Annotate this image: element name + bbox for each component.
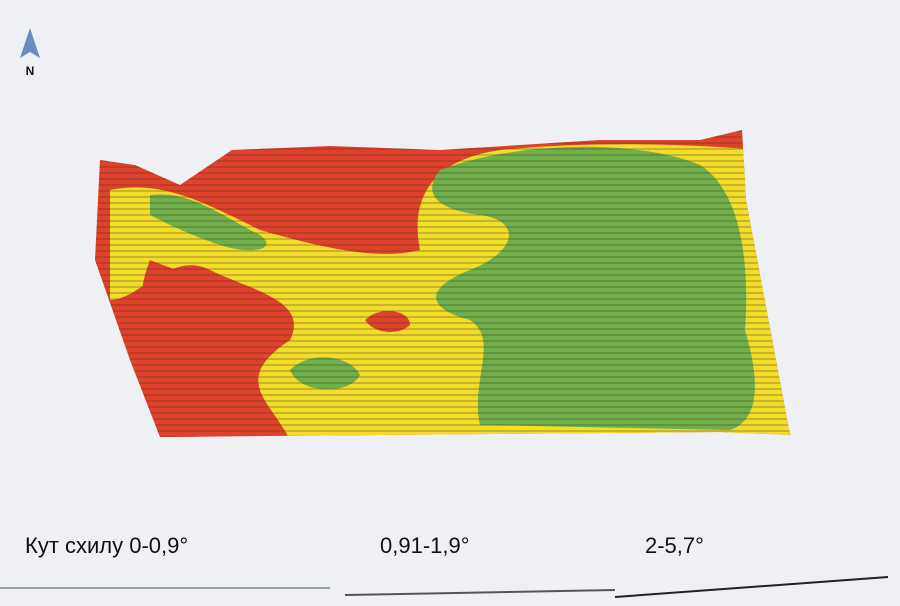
legend-label: 2-5,7°: [645, 533, 704, 558]
north-arrow: N: [20, 28, 40, 78]
north-label: N: [26, 64, 35, 78]
legend-label: 0,91-1,9°: [380, 533, 470, 558]
legend-rule: [344, 589, 616, 596]
legend-label: Кут схилу 0-0,9°: [25, 533, 188, 558]
legend: Кут схилу 0-0,9° 0,91-1,9° 2-5,7°: [0, 533, 889, 598]
legend-rule: [614, 576, 889, 598]
field: [95, 130, 790, 437]
